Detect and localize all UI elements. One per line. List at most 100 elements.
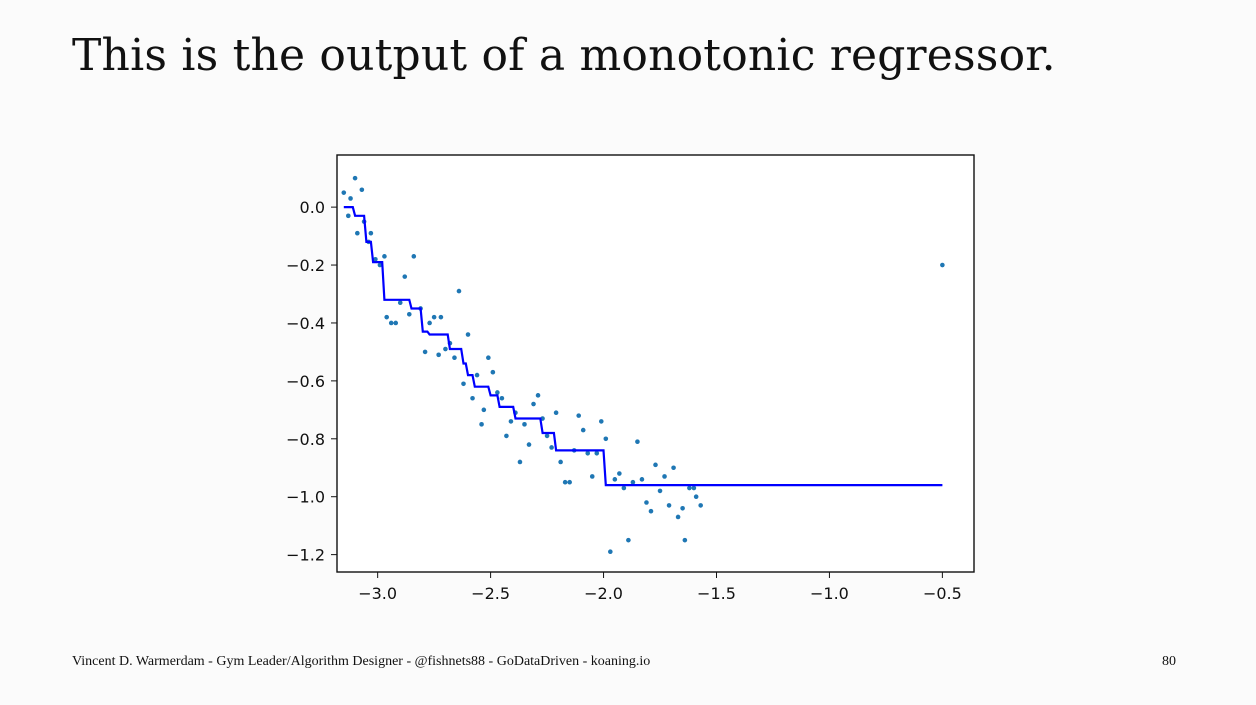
data-point <box>666 503 672 508</box>
data-point <box>526 442 532 447</box>
data-point <box>345 213 351 219</box>
data-point <box>436 352 441 358</box>
data-point <box>608 549 613 555</box>
data-point <box>438 314 444 320</box>
x-tick-label: −1.5 <box>697 584 736 603</box>
data-point <box>461 381 466 387</box>
data-point <box>373 256 378 262</box>
data-point <box>648 508 654 514</box>
monotonic-regression-chart: −3.0 −2.5 −2.0 −1.5 −1.0 −0.5 0.0 −0.2 −0.4 −0.6… <box>286 154 975 603</box>
data-point <box>630 479 636 485</box>
data-point <box>422 349 428 355</box>
data-point <box>558 459 563 465</box>
y-tick-label: −0.2 <box>286 256 325 275</box>
x-tick-label: −2.0 <box>584 584 623 603</box>
data-point <box>352 175 358 181</box>
data-point <box>531 401 536 407</box>
data-point <box>341 190 347 195</box>
data-point <box>499 395 505 401</box>
y-tick-label: 0.0 <box>300 198 325 217</box>
data-point <box>585 450 591 456</box>
data-point <box>589 474 595 479</box>
page-number: 80 <box>1162 654 1176 669</box>
data-point <box>359 187 365 193</box>
data-point <box>635 439 640 444</box>
data-point <box>355 230 360 236</box>
y-tick-label: −0.4 <box>286 314 325 333</box>
data-point <box>621 485 627 491</box>
data-point <box>348 196 353 201</box>
data-point <box>671 465 676 471</box>
x-axis: −3.0 −2.5 −2.0 −1.5 −1.0 −0.5 <box>358 572 962 603</box>
data-point <box>653 462 658 468</box>
data-point <box>481 407 487 413</box>
data-point <box>562 479 568 485</box>
data-point <box>384 314 389 320</box>
data-point <box>431 314 437 320</box>
data-point <box>411 254 417 259</box>
y-tick-label: −0.6 <box>286 372 325 391</box>
data-point <box>553 410 559 416</box>
data-point <box>443 346 448 352</box>
data-point <box>612 477 618 482</box>
fitted-step-line <box>343 205 943 487</box>
data-point <box>517 459 523 465</box>
data-point <box>698 503 703 508</box>
data-point <box>456 288 462 294</box>
data-point <box>397 300 403 305</box>
data-point <box>617 471 622 476</box>
data-point <box>479 422 484 427</box>
scatter-series <box>341 175 945 555</box>
y-tick-label: −1.0 <box>286 488 325 507</box>
data-point <box>406 311 412 317</box>
plot-frame <box>336 154 975 573</box>
data-point <box>639 477 645 482</box>
data-point <box>474 372 480 378</box>
data-point <box>549 445 554 450</box>
data-point <box>508 419 514 424</box>
data-point <box>368 230 374 236</box>
y-tick-label: −0.8 <box>286 430 325 449</box>
data-point <box>598 419 604 424</box>
data-point <box>382 254 387 259</box>
slide-title: This is the output of a monotonic regres… <box>72 30 1056 81</box>
data-point <box>580 427 586 433</box>
data-point <box>388 320 394 326</box>
data-point <box>687 485 692 491</box>
chart-container: −3.0 −2.5 −2.0 −1.5 −1.0 −0.5 0.0 −0.2 −0.4 −0.6… <box>260 140 1000 620</box>
x-tick-label: −2.5 <box>471 584 510 603</box>
data-point <box>504 433 509 439</box>
data-point <box>682 537 688 543</box>
data-point <box>544 433 550 439</box>
data-point <box>452 355 457 361</box>
data-point <box>657 488 663 494</box>
data-point <box>662 474 667 479</box>
data-point <box>940 262 945 268</box>
data-point <box>470 395 475 401</box>
data-point <box>486 355 491 361</box>
data-point <box>567 479 572 485</box>
data-point <box>377 262 383 268</box>
data-point <box>402 274 408 279</box>
data-point <box>691 485 697 491</box>
y-tick-label: −1.2 <box>286 546 325 565</box>
data-point <box>576 413 581 418</box>
data-point <box>465 332 471 337</box>
slide-footer: Vincent D. Warmerdam - Gym Leader/Algori… <box>72 654 651 669</box>
data-point <box>626 537 631 543</box>
data-point <box>594 450 600 456</box>
y-axis: 0.0 −0.2 −0.4 −0.6 −0.8 −1.0 −1.2 <box>286 198 337 565</box>
plot-background <box>337 155 974 572</box>
data-point <box>675 514 681 520</box>
data-point <box>522 422 527 427</box>
data-point <box>693 494 699 500</box>
x-tick-label: −0.5 <box>923 584 962 603</box>
data-point <box>644 500 649 505</box>
data-point <box>393 320 399 326</box>
data-point <box>535 393 541 398</box>
data-point <box>427 320 432 326</box>
data-point <box>490 369 496 375</box>
data-point <box>495 390 500 395</box>
x-tick-label: −1.0 <box>810 584 849 603</box>
data-point <box>680 505 685 511</box>
